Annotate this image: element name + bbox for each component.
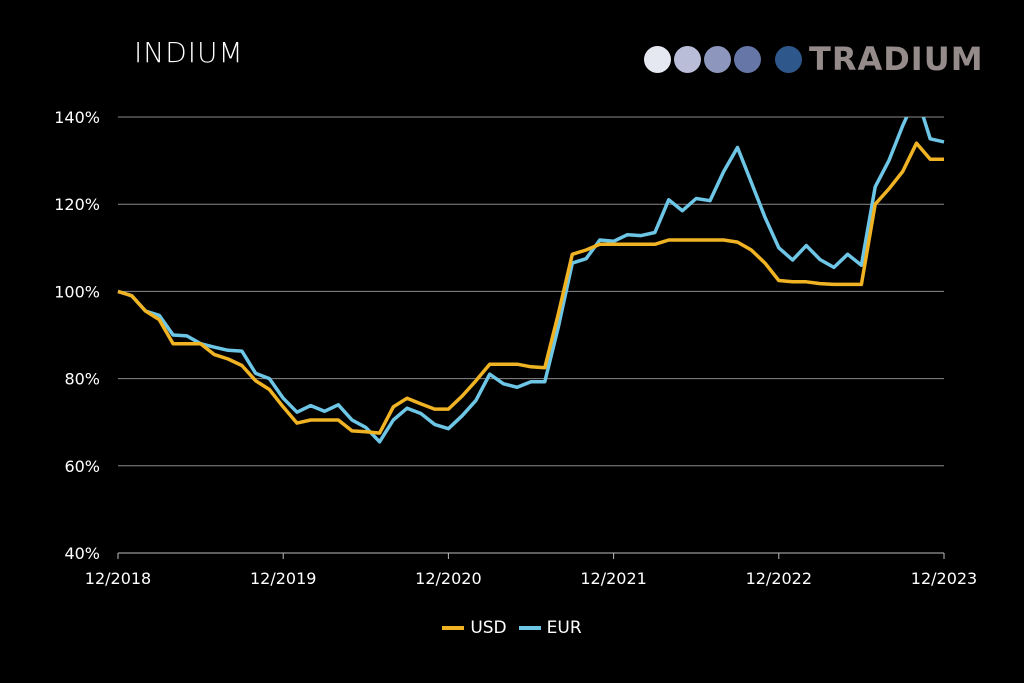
y-tick-label: 120% <box>54 195 100 214</box>
x-tick-label: 12/2021 <box>580 569 646 588</box>
y-tick-label: 80% <box>64 370 100 389</box>
y-tick-label: 100% <box>54 282 100 301</box>
y-tick-label: 140% <box>54 108 100 127</box>
tradium-logo: TRADIUM <box>644 40 984 78</box>
legend-label-usd: USD <box>470 618 507 638</box>
eur-swatch <box>518 626 541 630</box>
series-line-eur <box>117 117 945 444</box>
logo-dot-icon <box>704 45 731 73</box>
x-tick-label: 12/2018 <box>85 569 151 588</box>
series-line-usd <box>117 141 944 435</box>
legend-label-eur: EUR <box>546 618 582 638</box>
y-tick-label: 40% <box>64 544 100 563</box>
legend-item-eur: EUR <box>518 618 582 638</box>
logo-dot-icon <box>775 45 802 73</box>
x-tick-label: 12/2023 <box>911 569 977 588</box>
logo-dot-icon <box>734 45 761 73</box>
legend-item-usd: USD <box>442 618 507 638</box>
x-tick-label: 12/2020 <box>415 569 481 588</box>
legend: USD EUR <box>0 618 1024 638</box>
logo-dot-icon <box>644 45 671 73</box>
usd-swatch <box>442 626 465 630</box>
x-tick-label: 12/2019 <box>250 569 316 588</box>
logo-text: TRADIUM <box>809 40 984 78</box>
x-tick-label: 12/2022 <box>746 569 812 588</box>
logo-dot-icon <box>674 45 701 73</box>
y-tick-label: 60% <box>64 457 100 476</box>
chart-title: INDIUM <box>134 36 244 69</box>
